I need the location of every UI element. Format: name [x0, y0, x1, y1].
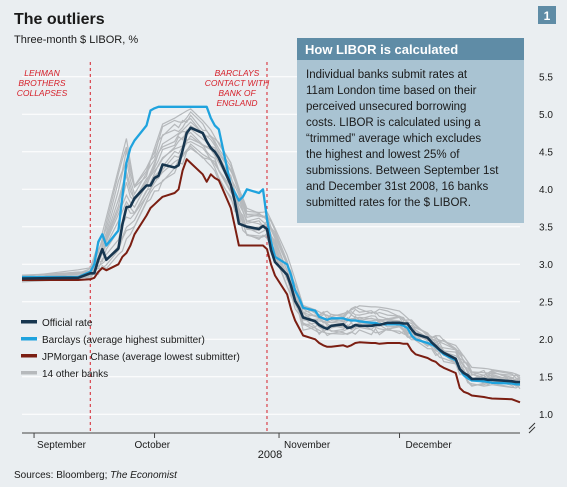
y-tick-label: 4.0: [539, 185, 553, 196]
legend-swatch-other: [21, 371, 37, 375]
source-prefix: Sources: Bloomberg;: [14, 470, 110, 481]
y-tick-label: 3.5: [539, 222, 553, 233]
info-box-line-9: submitted rates for the $ LIBOR.: [306, 197, 471, 209]
official-rate-line: [21, 126, 520, 384]
info-box-line-3: perceived unsecured borrowing: [306, 101, 466, 113]
y-tick-label: 5.5: [539, 72, 553, 83]
info-box-line-1: Individual banks submit rates at: [306, 69, 468, 81]
chart-number: 1: [544, 9, 551, 23]
y-tick-label: 2.5: [539, 297, 553, 308]
info-box-line-8: and December 31st 2008, 16 banks: [306, 181, 488, 193]
x-tick-label: October: [135, 440, 171, 451]
x-tick-label: September: [37, 440, 87, 451]
chart-subtitle: Three-month $ LIBOR, %: [14, 34, 138, 46]
info-box-line-6: the highest and lowest 25% of: [306, 149, 460, 161]
legend-label-jpmorgan: JPMorgan Chase (average lowest submitter…: [42, 352, 240, 363]
annotation-barclays-line-2: CONTACT WITH: [205, 78, 270, 88]
legend-swatch-official: [21, 320, 37, 324]
source-italic: The Economist: [110, 470, 178, 481]
legend-swatch-barclays: [21, 337, 37, 341]
chart-number-badge: [538, 6, 556, 24]
annotation-barclays: BARCLAYS CONTACT WITH BANK OF ENGLAND: [205, 68, 270, 108]
legend-swatch-jpmorgan: [21, 354, 37, 358]
x-axis: September October November December: [22, 432, 520, 451]
annotation-lines: [89, 62, 268, 433]
source-note: Sources: Bloomberg; The Economist: [14, 470, 178, 481]
other-bank-line-14: [21, 108, 521, 377]
annotation-barclays-line-4: ENGLAND: [216, 98, 257, 108]
y-tick-label: 1.5: [539, 372, 553, 383]
legend: Official rate Barclays (average highest …: [21, 318, 240, 380]
info-box-line-7: submissions. Between September 1st: [306, 165, 499, 177]
y-tick-label: 5.0: [539, 110, 553, 121]
legend-label-official: Official rate: [42, 318, 93, 329]
x-axis-year-label: 2008: [258, 449, 282, 461]
annotation-lehman: LEHMAN BROTHERS COLLAPSES: [17, 68, 68, 98]
annotation-lehman-line-3: COLLAPSES: [17, 88, 68, 98]
other-bank-line-4: [21, 140, 521, 388]
annotation-lehman-line-1: LEHMAN: [24, 68, 60, 78]
legend-label-barclays: Barclays (average highest submitter): [42, 335, 205, 346]
y-tick-label: 2.0: [539, 335, 553, 346]
info-box-line-2: 11am London time based on their: [306, 85, 477, 97]
info-box-header: [297, 38, 524, 60]
x-tick-label: November: [284, 440, 331, 451]
chart-title: The outliers: [14, 11, 105, 28]
other-bank-line-2: [21, 145, 521, 389]
x-tick-label: December: [406, 440, 453, 451]
annotation-barclays-line-3: BANK OF: [218, 88, 256, 98]
axis-break-icon: [528, 422, 536, 434]
info-box-background: [297, 38, 524, 223]
y-axis: 1.0 1.5 2.0 2.5 3.0 3.5 4.0 4.5 5.0 5.5: [539, 72, 553, 421]
info-box-line-4: costs. LIBOR is calculated using a: [306, 117, 481, 129]
annotation-barclays-line-1: BARCLAYS: [215, 68, 260, 78]
other-bank-line-12: [21, 114, 521, 381]
y-tick-label: 1.0: [539, 410, 553, 421]
legend-label-other: 14 other banks: [42, 369, 108, 380]
y-tick-label: 3.0: [539, 260, 553, 271]
series-lines: [21, 105, 521, 404]
info-box: How LIBOR is calculated Individual banks…: [297, 38, 524, 223]
info-box-heading: How LIBOR is calculated: [305, 42, 458, 57]
annotation-lehman-line-2: BROTHERS: [18, 78, 66, 88]
info-box-line-5: “trimmed” average which excludes: [306, 133, 481, 145]
jpmorgan-line: [22, 158, 521, 404]
y-tick-label: 4.5: [539, 147, 553, 158]
